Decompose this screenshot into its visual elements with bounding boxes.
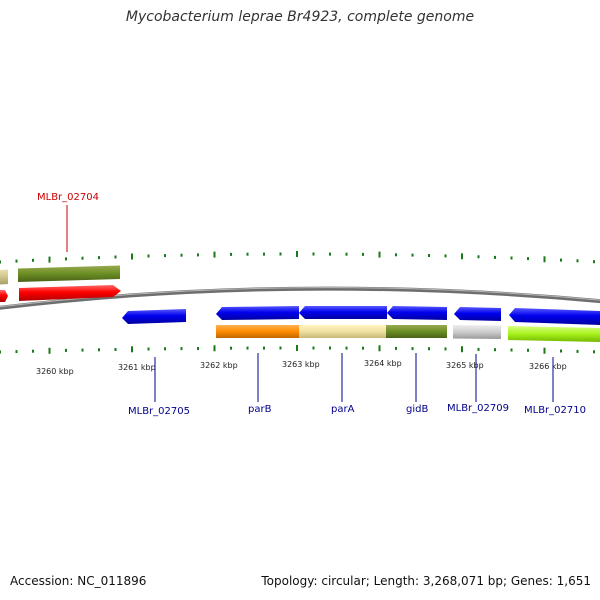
cds-mlbr-02710-colour[interactable] [508,326,600,342]
gene-label-parB[interactable]: parB [248,404,272,415]
gene-mlbr-02705[interactable] [122,309,186,324]
genome-backbone [0,286,600,310]
ruler-label-3262: 3262 kbp [200,361,238,370]
ruler-ticks-inner [0,345,595,354]
gene-parB[interactable] [216,306,299,320]
ruler-label-3261: 3261 kbp [118,363,156,372]
cds-mlbr-02709-colour[interactable] [453,325,501,339]
gene-gidB[interactable] [387,306,447,320]
gene-red-partial[interactable] [0,290,8,302]
genome-summary-text: Topology: circular; Length: 3,268,071 bp… [261,574,591,588]
gene-mlbr-02704[interactable] [19,285,121,301]
label-leaders [66,205,554,402]
ruler-label-3264: 3264 kbp [364,359,402,368]
gene-label-parA[interactable]: parA [331,404,355,415]
gene-mlbr-02710[interactable] [509,308,600,325]
accession-text: Accession: NC_011896 [10,574,147,588]
gene-mlbr-02709[interactable] [454,307,501,321]
gene-label-mlbr-02710[interactable]: MLBr_02710 [524,405,586,416]
cds-parB-colour[interactable] [216,325,299,338]
gene-labels: MLBr_02704 MLBr_02705 parB parA gidB MLB… [37,192,586,417]
gene-label-mlbr-02705[interactable]: MLBr_02705 [128,406,190,417]
ruler-ticks-outer [0,251,595,264]
cds-parA-colour[interactable] [299,325,386,338]
ruler-label-3265: 3265 kbp [446,361,484,370]
cds-gidB-colour[interactable] [386,325,447,338]
gene-parA[interactable] [299,306,387,319]
reverse-features [122,306,600,342]
genome-title: Mycobacterium leprae Br4923, complete ge… [125,9,475,25]
ruler-label-3266: 3266 kbp [529,362,567,371]
gene-tan-partial[interactable] [0,269,8,285]
gene-label-mlbr-02709[interactable]: MLBr_02709 [447,403,509,414]
gene-mlbr-02704-rna[interactable] [18,265,120,283]
forward-features [0,265,121,302]
ruler-label-3260: 3260 kbp [36,367,74,376]
ruler-labels: 3260 kbp 3261 kbp 3262 kbp 3263 kbp 3264… [36,359,567,376]
gene-label-mlbr-02704[interactable]: MLBr_02704 [37,192,99,203]
ruler-label-3263: 3263 kbp [282,360,320,369]
gene-label-gidB[interactable]: gidB [406,404,428,415]
genome-backbone-highlight [0,287,600,308]
